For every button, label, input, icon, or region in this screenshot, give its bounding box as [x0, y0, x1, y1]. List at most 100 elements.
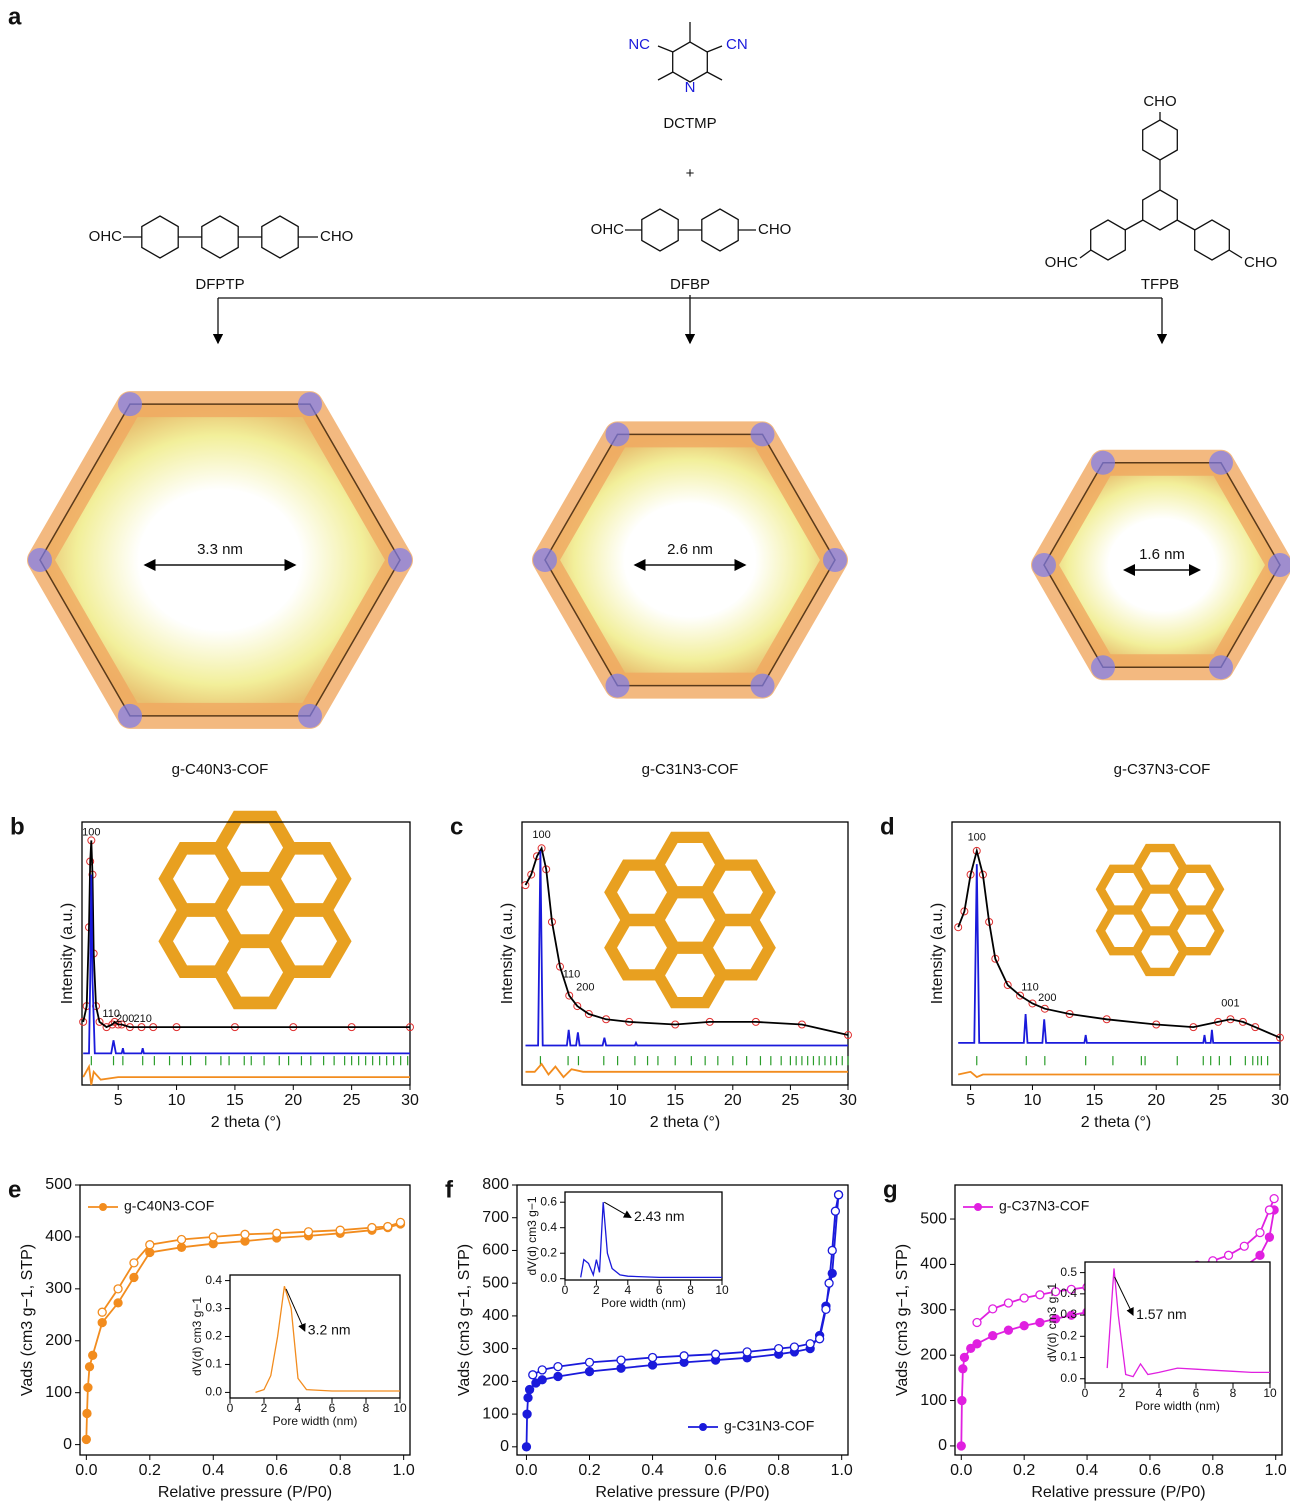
nitrogen-site	[1209, 655, 1233, 679]
x-axis-label: Relative pressure (P/P0)	[1031, 1484, 1205, 1501]
y-axis-label: Vads (cm3 g−1, STP)	[456, 1244, 473, 1396]
data-point	[522, 1443, 530, 1451]
y-tick-label: 300	[482, 1340, 509, 1357]
x-tick-label: 2	[593, 1283, 600, 1297]
data-point	[241, 1230, 249, 1238]
data-point	[273, 1229, 281, 1237]
molecule-label: CHO	[758, 221, 791, 238]
molecule-label: TFPB	[1141, 276, 1179, 293]
data-point	[775, 1345, 783, 1353]
nitrogen-site	[28, 548, 52, 572]
x-tick-label: 20	[284, 1092, 302, 1109]
benzene-ring	[142, 216, 178, 258]
y-tick-label: 200	[920, 1346, 947, 1363]
data-point	[649, 1361, 657, 1369]
y-tick-label: 300	[920, 1301, 947, 1318]
data-point	[209, 1233, 217, 1241]
bond	[658, 72, 673, 80]
figure: a + NCCNNDCTMPOHCCHODFPTPOHCCHODFBPCHOOH…	[0, 0, 1290, 1503]
plus-sign: +	[686, 165, 695, 182]
data-point	[178, 1236, 186, 1244]
observed-point	[955, 924, 962, 931]
data-point	[538, 1376, 546, 1384]
legend-marker	[974, 1203, 982, 1211]
x-tick-label: 0.4	[1076, 1462, 1098, 1479]
group-label: CN	[726, 36, 748, 53]
y-axis-label: Intensity (a.u.)	[59, 903, 76, 1004]
series-line	[83, 1067, 410, 1085]
y-tick-label: 0.5	[1060, 1265, 1077, 1279]
data-point	[831, 1207, 839, 1215]
data-point	[973, 1340, 981, 1348]
x-tick-label: 0	[562, 1283, 569, 1297]
y-tick-label: 0.0	[205, 1385, 222, 1399]
bond	[1125, 220, 1143, 230]
data-point	[712, 1350, 720, 1358]
x-tick-label: 0.8	[329, 1462, 351, 1479]
data-point	[680, 1352, 688, 1360]
x-tick-label: 0	[1082, 1386, 1089, 1400]
data-point	[958, 1397, 966, 1405]
data-point	[1020, 1294, 1028, 1302]
data-point	[84, 1384, 92, 1392]
x-axis-label: 2 theta (°)	[650, 1114, 720, 1131]
y-tick-label: 0.4	[205, 1273, 222, 1287]
y-tick-label: 0	[938, 1437, 947, 1454]
data-point	[86, 1363, 94, 1371]
x-tick-label: 5	[966, 1092, 975, 1109]
annotation: 3.2 nm	[308, 1322, 351, 1338]
cof-wall	[545, 434, 835, 685]
y-tick-label: 500	[920, 1210, 947, 1227]
x-tick-label: 1.0	[831, 1462, 853, 1479]
bond	[1177, 220, 1195, 230]
x-tick-label: 10	[715, 1283, 729, 1297]
data-point	[989, 1305, 997, 1313]
y-tick-label: 200	[482, 1373, 509, 1390]
x-tick-label: 6	[1193, 1386, 1200, 1400]
nitrogen-site	[298, 392, 322, 416]
data-point	[989, 1332, 997, 1340]
molecule-label: DCTMP	[663, 115, 716, 132]
bond	[1080, 250, 1091, 258]
data-point	[790, 1343, 798, 1351]
molecule-label: DFPTP	[195, 276, 244, 293]
bond	[707, 72, 722, 80]
y-axis-label: dV(d) cm3 g−1	[1045, 1283, 1059, 1362]
x-tick-label: 5	[114, 1092, 123, 1109]
panel-label: e	[8, 1176, 21, 1203]
legend-label: g-C37N3-COF	[999, 1198, 1089, 1214]
benzene-ring	[1091, 220, 1126, 260]
honeycomb-cell	[707, 865, 770, 919]
x-tick-label: 1.0	[393, 1462, 415, 1479]
annotation: 2.43 nm	[634, 1208, 685, 1224]
annotation: 110	[1021, 982, 1039, 994]
y-tick-label: 500	[482, 1274, 509, 1291]
x-tick-label: 0.8	[768, 1462, 790, 1479]
honeycomb-cell	[166, 911, 237, 972]
data-point	[835, 1191, 843, 1199]
x-tick-label: 10	[168, 1092, 186, 1109]
data-point	[1004, 1299, 1012, 1307]
x-axis-label: Pore width (nm)	[273, 1414, 358, 1428]
x-axis-label: Pore width (nm)	[601, 1296, 686, 1310]
data-point	[586, 1368, 594, 1376]
y-tick-label: 500	[45, 1176, 72, 1193]
nitrogen-site	[1091, 451, 1115, 475]
data-point	[130, 1273, 138, 1281]
data-point	[98, 1319, 106, 1327]
x-tick-label: 15	[226, 1092, 244, 1109]
nitrogen-site	[1091, 655, 1115, 679]
data-point	[957, 1442, 965, 1450]
y-tick-label: 0.1	[1060, 1350, 1077, 1364]
x-tick-label: 8	[1230, 1386, 1237, 1400]
series-line	[958, 1072, 1280, 1077]
x-tick-label: 20	[724, 1092, 742, 1109]
x-tick-label: 30	[839, 1092, 857, 1109]
y-tick-label: 400	[920, 1256, 947, 1273]
y-tick-label: 0.0	[540, 1271, 557, 1285]
x-tick-label: 4	[295, 1401, 302, 1415]
x-tick-label: 0.6	[1139, 1462, 1161, 1479]
panel-label: a	[8, 3, 22, 30]
benzene-ring	[1195, 220, 1230, 260]
nitrogen-site	[751, 674, 775, 698]
